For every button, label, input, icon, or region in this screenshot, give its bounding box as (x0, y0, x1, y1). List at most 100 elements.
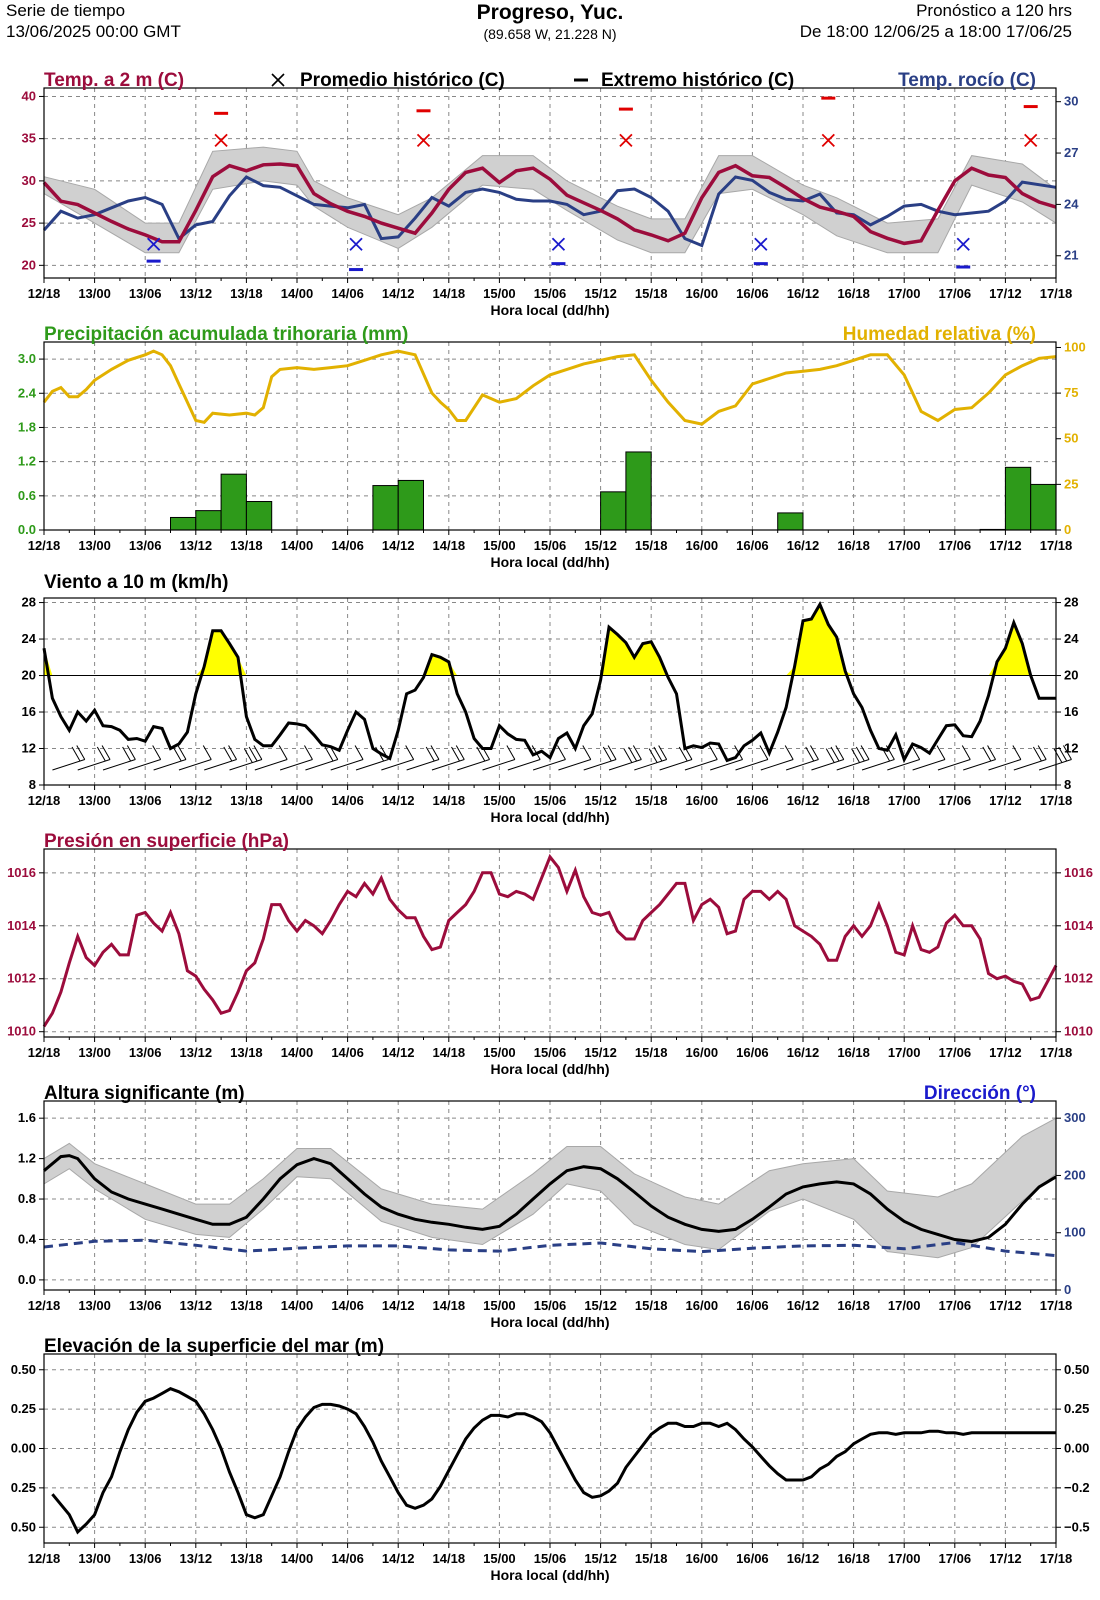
x-tick-label: 13/12 (180, 538, 213, 553)
wind-barb (1013, 745, 1047, 771)
x-tick-label: 16/06 (736, 793, 769, 808)
wind-barb-staff (760, 759, 794, 771)
x-tick-label: 15/12 (584, 538, 617, 553)
wind-barb-feather (1032, 746, 1042, 762)
sea-level-title: Elevación de la superficie del mar (m) (44, 1336, 384, 1357)
x-tick-label: 13/12 (180, 1298, 213, 1313)
x-tick-label: 13/12 (180, 793, 213, 808)
wind-barb-feather (557, 745, 566, 760)
y-tick-label-right: 25 (1064, 476, 1078, 491)
wind-barb-feather (354, 745, 364, 760)
x-tick-label: 14/18 (433, 1045, 466, 1060)
y-tick-label-left: 0.50 (11, 1519, 36, 1534)
precip-bar (220, 473, 247, 531)
y-tick-label-right: 100 (1064, 1225, 1086, 1240)
x-tick-label: 12/18 (28, 538, 61, 553)
x-tick-label: 14/18 (433, 793, 466, 808)
wind-barb (558, 745, 592, 771)
y-tick-label-left: 0.50 (11, 1362, 36, 1377)
y-tick-label-right: 300 (1064, 1110, 1086, 1125)
x-tick-label: 17/12 (989, 1551, 1022, 1566)
panel-temp: 12/18 13/00 13/06 13/12 13/18 14/00 14/06 14/12… (28, 88, 1072, 318)
wind-barb-staff (836, 759, 870, 771)
x-axis-label: Hora local (dd/hh) (491, 1061, 610, 1077)
x-tick-label: 16/06 (736, 1298, 769, 1313)
wind-barb (482, 745, 516, 771)
x-tick-label: 13/18 (230, 1045, 263, 1060)
y-tick-label-right: 30 (1064, 94, 1078, 109)
wind-barb-feather (455, 745, 465, 760)
wave-height-line (43, 1154, 1057, 1244)
y-tick-label-left: 1.8 (18, 419, 36, 434)
y-tick-label-left: 0.0 (18, 1272, 36, 1287)
x-tick-label: 12/18 (28, 1298, 61, 1313)
y-tick-label-left: 0.25 (11, 1480, 36, 1495)
wind-barb (532, 745, 566, 771)
wind-barb (912, 745, 946, 771)
y-tick-label-right: −0.2 (1064, 1480, 1090, 1495)
y-tick-label-left: 40 (22, 88, 36, 103)
x-tick-label: 12/18 (28, 1045, 61, 1060)
x-axis-label: Hora local (dd/hh) (491, 1314, 610, 1330)
wind-barb-staff (77, 759, 111, 771)
y-tick-label-left: 0.4 (18, 1231, 37, 1246)
forecast-horizon: Pronóstico a 120 hrs (916, 1, 1072, 20)
y-tick-label-right: 21 (1064, 248, 1078, 263)
wind-barb-staff (52, 759, 85, 771)
plot-border (43, 848, 1057, 1038)
x-tick-label: 16/00 (686, 1298, 719, 1313)
x-tick-label: 14/18 (433, 1551, 466, 1566)
x-tick-label: 15/18 (635, 286, 668, 301)
wind-barb-staff (330, 759, 364, 771)
wind-barb-staff (811, 759, 844, 771)
x-tick-label: 15/00 (483, 793, 516, 808)
x-tick-label: 15/12 (584, 286, 617, 301)
wind-barb-feather (228, 745, 238, 760)
x-tick-label: 17/00 (888, 1045, 921, 1060)
wind-barb (988, 745, 1022, 771)
wind-barb-feather (708, 745, 718, 760)
x-tick-label: 16/06 (736, 286, 769, 301)
wind-barb-feather (582, 745, 592, 760)
wind-barb-feather (202, 745, 212, 760)
wind-barb-feather (101, 745, 111, 760)
x-tick-label: 17/18 (1040, 1045, 1073, 1060)
wind-barb-feather (278, 745, 288, 760)
x-tick-label: 16/12 (787, 286, 820, 301)
x-tick-label: 15/18 (635, 538, 668, 553)
wind-barb-feather (1053, 748, 1063, 763)
x-tick-label: 17/00 (888, 538, 921, 553)
y-tick-label-right: 75 (1064, 385, 1078, 400)
header-center: Progreso, Yuc. (89.658 W, 21.228 N) (0, 0, 1100, 42)
wind-barb (102, 745, 136, 771)
x-tick-label: 13/18 (230, 286, 263, 301)
wind-barb-feather (835, 745, 845, 760)
y-tick-label-right: −0.5 (1064, 1519, 1090, 1534)
humidity-line (42, 349, 1057, 426)
temperature-line (42, 162, 1057, 246)
panel-pressure: 12/18 13/00 13/06 13/12 13/18 14/00 14/06 14/12… (28, 849, 1073, 1077)
x-tick-label: 13/06 (129, 1045, 162, 1060)
wind-barb-feather (810, 745, 819, 760)
wind-barb (684, 745, 718, 771)
x-tick-label: 17/06 (939, 286, 972, 301)
x-tick-label: 14/06 (331, 1045, 364, 1060)
x-tick-label: 12/18 (28, 1551, 61, 1566)
precip-title: Precipitación acumulada trihoraria (mm) (44, 324, 408, 345)
pressure-line (42, 853, 1058, 1028)
wind-barb-feather (623, 748, 633, 763)
wind-barb-feather (1012, 745, 1022, 760)
x-tick-label: 13/12 (180, 1045, 213, 1060)
historic-mean-marker (214, 133, 228, 147)
y-tick-label-right: 27 (1064, 145, 1078, 160)
x-tick-label: 14/12 (382, 286, 415, 301)
x-tick-label: 14/06 (331, 286, 364, 301)
wind-barb-feather (805, 746, 815, 762)
precip-bar (1004, 466, 1032, 531)
wind-barb-feather (860, 745, 870, 760)
x-axis-label: Hora local (dd/hh) (491, 554, 610, 570)
wind-barb-feather (324, 746, 334, 762)
x-tick-label: 17/12 (989, 538, 1022, 553)
wind-barb-feather (648, 748, 658, 763)
x-tick-label: 15/06 (534, 1551, 567, 1566)
